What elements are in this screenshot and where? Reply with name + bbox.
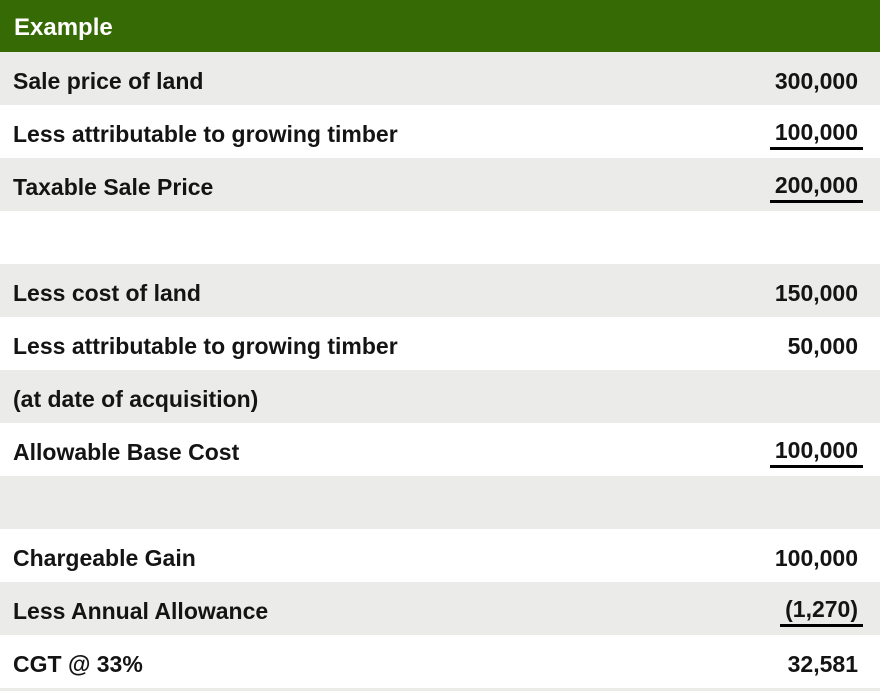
table-row: Less cost of land 150,000 bbox=[0, 264, 880, 317]
row-label: (at date of acquisition) bbox=[13, 386, 259, 412]
table-body: Sale price of land 300,000 Less attribut… bbox=[0, 52, 880, 688]
table-row bbox=[0, 211, 880, 264]
row-label: Less cost of land bbox=[13, 280, 201, 306]
row-label: Less Annual Allowance bbox=[13, 598, 269, 624]
row-value: 100,000 bbox=[769, 119, 863, 151]
row-amount: 300,000 bbox=[774, 68, 858, 94]
row-amount: 100,000 bbox=[769, 119, 863, 151]
row-label: Sale price of land bbox=[13, 68, 204, 94]
row-value: 150,000 bbox=[775, 280, 858, 307]
next-row-edge bbox=[0, 688, 880, 691]
row-value: 100,000 bbox=[769, 437, 863, 469]
row-value: 100,000 bbox=[775, 545, 858, 572]
row-label: CGT @ 33% bbox=[13, 651, 143, 677]
row-amount: 32,581 bbox=[787, 651, 858, 677]
table-title: Example bbox=[14, 14, 113, 41]
row-value: 300,000 bbox=[775, 68, 858, 95]
table-row: Sale price of land 300,000 bbox=[0, 52, 880, 105]
row-amount: (1,270) bbox=[780, 596, 863, 628]
row-amount: 100,000 bbox=[769, 437, 863, 469]
row-amount: 150,000 bbox=[774, 280, 858, 306]
table-row: Less attributable to growing timber 100,… bbox=[0, 105, 880, 158]
row-label: Chargeable Gain bbox=[13, 545, 196, 571]
row-label: Allowable Base Cost bbox=[13, 439, 240, 465]
table-row: Less attributable to growing timber 50,0… bbox=[0, 317, 880, 370]
table-row: (at date of acquisition) bbox=[0, 370, 880, 423]
table-header-row: Example bbox=[0, 0, 880, 52]
row-label: Less attributable to growing timber bbox=[13, 333, 398, 359]
row-label: Taxable Sale Price bbox=[13, 174, 214, 200]
table-row: Taxable Sale Price 200,000 bbox=[0, 158, 880, 211]
row-amount: 100,000 bbox=[774, 545, 858, 571]
row-amount: 200,000 bbox=[769, 172, 863, 204]
table-row: CGT @ 33% 32,581 bbox=[0, 635, 880, 688]
row-value: 50,000 bbox=[788, 333, 858, 360]
row-value: 32,581 bbox=[788, 651, 858, 678]
table-row: Chargeable Gain 100,000 bbox=[0, 529, 880, 582]
table-row bbox=[0, 476, 880, 529]
row-value: 200,000 bbox=[769, 172, 863, 204]
row-value: (1,270) bbox=[780, 596, 863, 628]
table-row: Less Annual Allowance (1,270) bbox=[0, 582, 880, 635]
row-amount: 50,000 bbox=[787, 333, 858, 359]
row-label: Less attributable to growing timber bbox=[13, 121, 398, 147]
table-row: Allowable Base Cost 100,000 bbox=[0, 423, 880, 476]
